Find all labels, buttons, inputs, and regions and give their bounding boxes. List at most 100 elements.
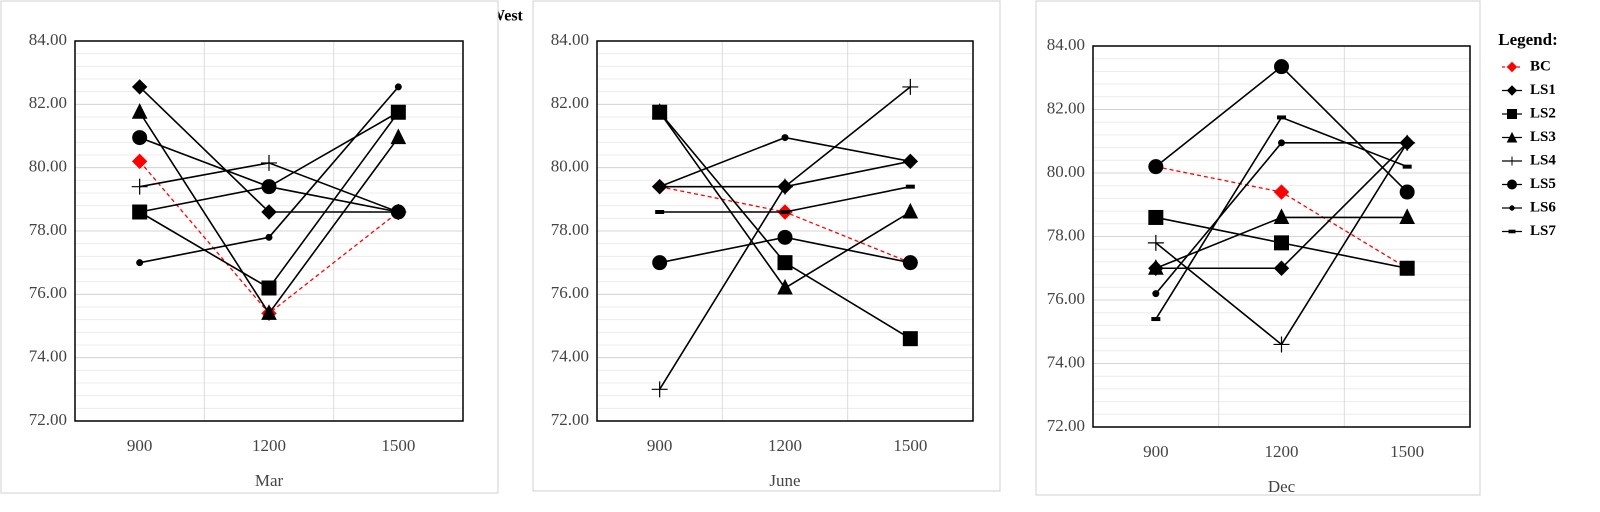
x-axis-label: Dec xyxy=(1268,477,1296,496)
legend-label: LS5 xyxy=(1530,176,1556,192)
x-tick-label: 1200 xyxy=(1265,442,1299,461)
panel-frame xyxy=(532,0,1001,492)
y-tick-label: 74.00 xyxy=(29,347,67,366)
marker xyxy=(905,184,915,189)
x-tick-label: 1200 xyxy=(768,436,802,455)
marker xyxy=(1151,317,1161,322)
marker xyxy=(906,157,914,165)
marker xyxy=(261,154,277,171)
legend-marker xyxy=(1507,179,1517,190)
y-tick-label: 78.00 xyxy=(551,220,589,239)
plot-border xyxy=(596,40,974,422)
marker xyxy=(1399,260,1415,276)
x-axis-label: Mar xyxy=(255,471,284,490)
marker xyxy=(1402,164,1412,169)
marker xyxy=(264,184,274,189)
legend-label: LS4 xyxy=(1530,152,1556,168)
x-tick-label: 1500 xyxy=(893,436,927,455)
y-tick-label: 84.00 xyxy=(551,30,589,49)
marker xyxy=(261,204,277,220)
y-tick-label: 82.00 xyxy=(551,93,589,112)
marker xyxy=(131,178,148,195)
y-tick-label: 82.00 xyxy=(1047,98,1085,117)
marker xyxy=(780,210,790,214)
x-tick-label: 1500 xyxy=(1390,442,1424,461)
marker xyxy=(1274,235,1289,251)
marker xyxy=(781,134,789,142)
marker xyxy=(1403,139,1411,147)
legend-marker xyxy=(1507,109,1517,119)
panel-frame xyxy=(1035,0,1481,496)
marker xyxy=(390,204,406,220)
plot-border xyxy=(74,40,464,422)
y-tick-label: 72.00 xyxy=(29,410,67,429)
marker xyxy=(1148,159,1164,175)
marker xyxy=(261,304,277,320)
marker xyxy=(1273,260,1290,276)
marker xyxy=(390,128,407,145)
y-tick-label: 74.00 xyxy=(551,347,589,366)
marker xyxy=(777,278,793,295)
x-tick-label: 900 xyxy=(127,436,153,455)
marker xyxy=(902,78,919,95)
marker xyxy=(656,183,664,191)
legend-swatch xyxy=(1509,205,1515,211)
marker xyxy=(132,130,148,146)
marker xyxy=(136,259,144,267)
y-tick-label: 74.00 xyxy=(1047,352,1085,371)
marker xyxy=(902,202,919,219)
marker xyxy=(1273,184,1290,200)
marker xyxy=(1148,259,1164,275)
y-tick-label: 84.00 xyxy=(1047,35,1085,54)
legend-swatch xyxy=(1506,85,1518,96)
y-tick-label: 76.00 xyxy=(1047,289,1085,308)
legend-swatch xyxy=(1506,61,1518,73)
marker xyxy=(902,331,918,347)
y-tick-label: 80.00 xyxy=(29,157,67,176)
y-tick-label: 84.00 xyxy=(29,30,67,49)
marker xyxy=(261,280,277,296)
legend-swatch xyxy=(1508,229,1516,234)
x-tick-label: 900 xyxy=(647,436,673,455)
legend-label: LS7 xyxy=(1530,223,1556,239)
marker xyxy=(651,381,668,398)
marker xyxy=(655,210,665,214)
legend-swatch xyxy=(1507,109,1517,119)
legend-label: LS6 xyxy=(1530,199,1556,215)
x-tick-label: 1200 xyxy=(252,436,286,455)
marker xyxy=(1148,209,1164,225)
y-tick-label: 76.00 xyxy=(551,283,589,302)
marker xyxy=(1147,234,1164,251)
marker xyxy=(777,255,793,271)
y-tick-label: 72.00 xyxy=(1047,416,1085,435)
marker xyxy=(1273,208,1290,224)
marker xyxy=(393,110,403,115)
marker xyxy=(1399,184,1415,200)
legend-label: BC xyxy=(1530,58,1551,74)
y-tick-label: 80.00 xyxy=(1047,162,1085,181)
x-tick-label: 900 xyxy=(1143,442,1169,461)
y-tick-label: 82.00 xyxy=(29,93,67,112)
marker xyxy=(1277,115,1286,120)
legend-label: LS1 xyxy=(1530,82,1556,98)
x-axis-label: June xyxy=(769,471,800,490)
marker xyxy=(131,103,148,119)
legend-marker xyxy=(1507,156,1517,166)
y-tick-label: 72.00 xyxy=(551,410,589,429)
legend-label: LS3 xyxy=(1530,129,1556,145)
legend-swatch xyxy=(1507,156,1517,166)
marker xyxy=(265,233,273,241)
marker xyxy=(394,83,402,91)
legend-marker xyxy=(1506,85,1518,96)
plot-border xyxy=(1092,45,1471,428)
marker xyxy=(131,153,148,170)
legend-marker xyxy=(1506,61,1518,73)
y-tick-label: 78.00 xyxy=(1047,225,1085,244)
marker xyxy=(1273,336,1290,353)
marker xyxy=(652,255,668,271)
marker xyxy=(1152,290,1160,298)
marker xyxy=(777,229,793,245)
legend-title: Legend: xyxy=(1498,30,1558,49)
legend-marker xyxy=(1508,229,1516,234)
